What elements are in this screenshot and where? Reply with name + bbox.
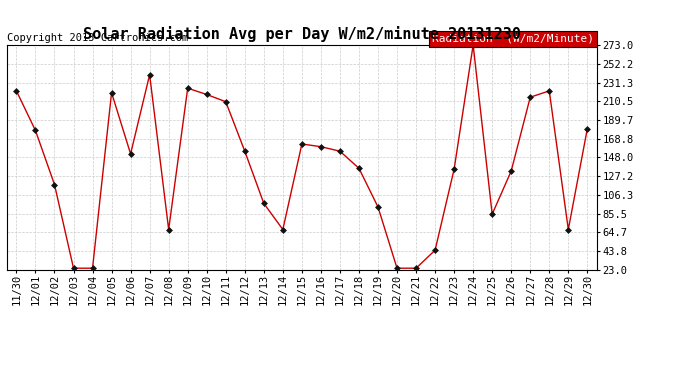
Title: Solar Radiation Avg per Day W/m2/minute 20131230: Solar Radiation Avg per Day W/m2/minute … — [83, 27, 521, 42]
Text: Radiation  (W/m2/Minute): Radiation (W/m2/Minute) — [432, 34, 594, 44]
Text: Copyright 2013 Cartronics.com: Copyright 2013 Cartronics.com — [7, 33, 188, 43]
